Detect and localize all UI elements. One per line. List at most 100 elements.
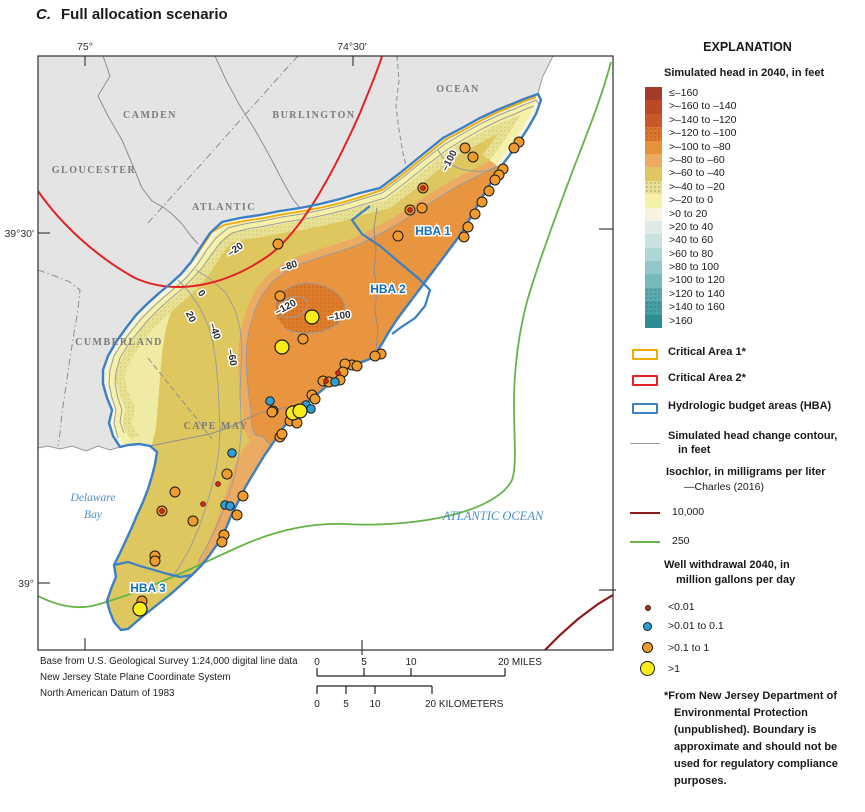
well-dot-b [225,501,235,511]
critical-area-2-boundary [38,56,383,288]
well-lt001-label: <0.01 [668,601,695,613]
well-dot-b [265,396,275,406]
county-label-gloucester: GLOUCESTER [52,165,136,176]
well-dot-o [216,536,228,548]
critical-area-2-label: Critical Area 2* [668,372,746,384]
ramp-label: >–40 to –20 [669,180,725,193]
ramp-label: >0 to 20 [669,207,708,220]
well-withdrawal-dots [132,136,525,617]
ramp-row: >60 to 80 [645,247,736,262]
base-credit-line3: North American Datum of 1983 [40,688,175,699]
ramp-swatch [645,287,662,302]
legend-footnote: *From New Jersey Department of Environme… [664,688,838,790]
ramp-label: >–60 to –40 [669,167,725,180]
well-dot-b [227,448,237,458]
well-heading-line1: Well withdrawal 2040, in [664,559,790,571]
hba2-hba3-boundary [113,560,193,579]
ramp-label: >20 to 40 [669,220,714,233]
well-dot-o [309,393,321,405]
well-dot-r [215,481,221,487]
well-dot-o [459,142,471,154]
ramp-swatch [645,207,662,221]
well-dot-o [351,360,363,372]
well-dot-o [297,333,309,345]
ramp-swatch [645,261,662,275]
ramp-label: >–100 to –80 [669,140,731,153]
well-dot-o [149,555,161,567]
km-20: 20 KILOMETERS [425,699,504,710]
miles-0: 0 [314,657,320,668]
lon-7430-label: 74°30' [337,41,367,53]
contour-label--60: –60 [225,348,239,367]
well-dot-y [132,601,148,617]
ramp-swatch [645,234,662,248]
figure-title-text: Full allocation scenario [61,6,228,23]
well-dot-o [272,238,284,250]
km-0: 0 [314,699,320,710]
well-dot-o [392,230,404,242]
lat-3930-label: 39°30' [4,228,34,240]
hba-swatch [632,403,658,414]
ramp-label: >140 to 160 [669,301,725,314]
scale-bars [316,668,506,694]
county-label-cumberland: CUMBERLAND [75,337,163,348]
ramp-row: >0 to 20 [645,207,736,221]
ramp-label: >120 to 140 [669,287,725,300]
well-dot-o [266,406,278,418]
ramp-label: >160 [669,314,693,327]
isochlor-10000-swatch [630,512,660,514]
county-label-cape-may: CAPE MAY [184,421,249,432]
well-dot-y [292,403,308,419]
well-dot-y [274,339,290,355]
base-credit-line2: New Jersey State Plane Coordinate System [40,672,231,683]
ramp-swatch [645,247,662,262]
well-dot-o [276,428,288,440]
county-label-atlantic: ATLANTIC [192,202,256,213]
ramp-label: >–120 to –100 [669,127,737,140]
legend-heading: EXPLANATION [703,40,792,54]
ramp-label: >–20 to 0 [669,194,714,207]
ramp-swatch [645,180,662,195]
ramp-row: >–80 to –60 [645,153,736,168]
ramp-swatch [645,153,662,168]
ramp-row: ≤–160 [645,87,736,101]
well-001-01-swatch [643,622,652,631]
base-credit-line1: Base from U.S. Geological Survey 1:24,00… [40,656,298,667]
ramp-swatch [645,220,662,235]
ramp-swatch [645,127,662,141]
well-dot-o [469,208,481,220]
graticule-ticks [38,56,616,655]
ramp-swatch [645,87,662,101]
county-borders [38,56,408,447]
water-label-delaware: Delaware [70,492,116,504]
ramp-swatch [645,140,662,154]
lon-75-label: 75° [77,41,93,53]
well-dot-o [274,290,286,302]
ramp-label: >100 to 120 [669,274,725,287]
miles-5: 5 [361,657,367,668]
well-dot-o [221,468,233,480]
well-dot-b [330,377,340,387]
well-dot-b [306,404,316,414]
contour-label--100-hba2: –100 [328,309,352,323]
well-dot-o [416,202,428,214]
km-5: 5 [343,699,349,710]
map-content: CAMDEN BURLINGTON GLOUCESTER ATLANTIC OC… [38,56,613,650]
well-dot-o [483,185,495,197]
well-dot-o [187,515,199,527]
map-frame [37,55,614,651]
ramp-label: >–160 to –140 [669,100,737,113]
isochlor-heading-line2: —Charles (2016) [684,481,764,493]
well-dot-r [323,378,329,384]
well-dot-o [467,151,479,163]
well-dot-o [169,486,181,498]
contour-label-line1: Simulated head change contour, [668,430,838,442]
well-dot-o [237,490,249,502]
ramp-row: >–20 to 0 [645,194,736,208]
county-label-camden: CAMDEN [123,110,177,121]
county-label-burlington: BURLINGTON [272,110,355,121]
well-dot-o [231,509,243,521]
figure-index: C. [36,6,51,23]
ramp-swatch [645,301,662,315]
